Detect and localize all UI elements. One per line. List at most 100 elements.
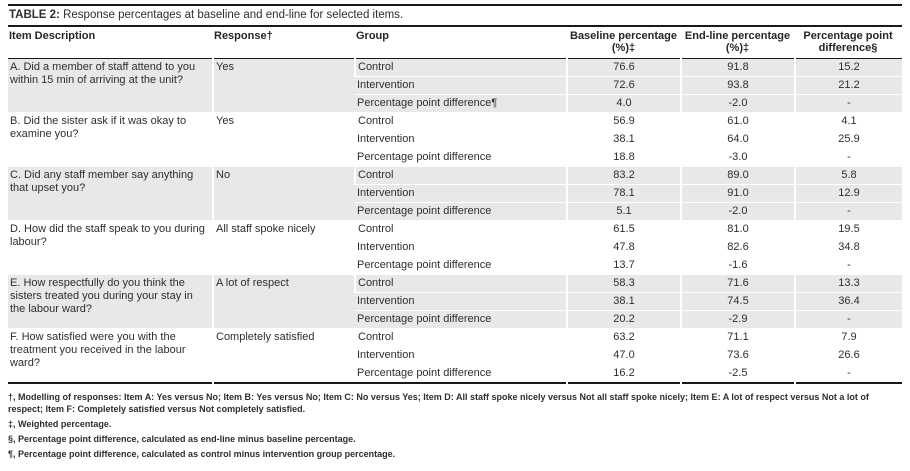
endline-cell: 91.8 xyxy=(680,58,795,77)
group-cell: Percentage point difference xyxy=(355,148,567,167)
table-row: Percentage point difference 18.8 -3.0 - xyxy=(8,148,902,167)
baseline-cell: 72.6 xyxy=(566,76,681,95)
table-row: Percentage point difference 20.2 -2.9 - xyxy=(8,310,902,329)
diff-cell: 7.9 xyxy=(794,328,902,347)
diff-cell: - xyxy=(794,94,902,113)
table-body: A. Did a member of staff attend to you w… xyxy=(8,58,902,384)
endline-cell: -2.0 xyxy=(680,94,795,113)
baseline-cell: 76.6 xyxy=(566,58,681,77)
item-description-cell: A. Did a member of staff attend to you w… xyxy=(8,58,213,113)
group-cell: Percentage point difference xyxy=(355,202,567,221)
column-header-baseline: Baseline percentage (%)‡ xyxy=(567,27,681,59)
column-header-endline: End-line percentage (%)‡ xyxy=(681,27,795,59)
endline-cell: 74.5 xyxy=(680,292,795,311)
diff-cell: - xyxy=(794,256,902,275)
column-header-difference: Percentage point difference§ xyxy=(795,27,902,59)
group-cell: Control xyxy=(354,112,567,131)
group-cell: Intervention xyxy=(355,346,567,365)
table-row: D. How did the staff speak to you during… xyxy=(8,220,902,275)
group-cell: Control xyxy=(354,58,567,77)
group-cell: Intervention xyxy=(355,130,567,149)
item-description-cell: C. Did any staff member say anything tha… xyxy=(8,166,213,221)
footnote-pilcrow: ¶, Percentage point difference, calculat… xyxy=(8,449,396,459)
group-cell: Control xyxy=(354,220,567,239)
group-cell: Control xyxy=(354,166,567,185)
response-cell: No xyxy=(212,166,355,221)
diff-cell: 34.8 xyxy=(794,238,902,257)
baseline-cell: 38.1 xyxy=(566,130,681,149)
endline-cell: 73.6 xyxy=(680,346,795,365)
baseline-cell: 83.2 xyxy=(566,166,681,185)
baseline-cell: 63.2 xyxy=(566,328,681,347)
table-row: Intervention 47.8 82.6 34.8 xyxy=(8,238,902,257)
diff-cell: 19.5 xyxy=(794,220,902,239)
table-row: F. How satisfied were you with the treat… xyxy=(8,328,902,384)
endline-cell: -3.0 xyxy=(680,148,795,167)
diff-cell: 5.8 xyxy=(794,166,902,185)
footnote-double-dagger: ‡, Weighted percentage. xyxy=(8,419,112,429)
column-header-item-description: Item Description xyxy=(8,27,213,59)
endline-cell: -1.6 xyxy=(680,256,795,275)
endline-cell: 81.0 xyxy=(680,220,795,239)
baseline-cell: 20.2 xyxy=(566,310,681,329)
diff-cell: 13.3 xyxy=(794,274,902,293)
table-row: Percentage point difference 16.2 -2.5 - xyxy=(8,364,902,384)
response-cell: Yes xyxy=(212,112,355,167)
endline-cell: 89.0 xyxy=(680,166,795,185)
baseline-cell: 5.1 xyxy=(566,202,681,221)
table-row: Intervention 38.1 74.5 36.4 xyxy=(8,292,902,311)
baseline-cell: 47.8 xyxy=(566,238,681,257)
diff-cell: - xyxy=(794,202,902,221)
table-row: E. How respectfully do you think the sis… xyxy=(8,274,902,329)
diff-cell: 26.6 xyxy=(794,346,902,365)
item-description-cell: D. How did the staff speak to you during… xyxy=(8,220,213,275)
table-row: Intervention 72.6 93.8 21.2 xyxy=(8,76,902,95)
group-cell: Control xyxy=(354,328,567,347)
diff-cell: - xyxy=(794,310,902,329)
group-cell: Control xyxy=(354,274,567,293)
footnote-section: §, Percentage point difference, calculat… xyxy=(8,434,356,444)
column-header-group: Group xyxy=(355,27,567,59)
response-cell: Yes xyxy=(212,58,355,113)
diff-cell: - xyxy=(794,148,902,167)
endline-cell: 91.0 xyxy=(680,184,795,203)
group-cell: Percentage point difference xyxy=(355,256,567,275)
response-cell: Completely satisfied xyxy=(212,328,355,384)
baseline-cell: 16.2 xyxy=(566,364,681,384)
diff-cell: 4.1 xyxy=(794,112,902,131)
group-cell: Percentage point difference xyxy=(355,364,567,384)
item-description-cell: E. How respectfully do you think the sis… xyxy=(8,274,213,329)
diff-cell: 21.2 xyxy=(794,76,902,95)
baseline-cell: 78.1 xyxy=(566,184,681,203)
table-row: Percentage point difference 13.7 -1.6 - xyxy=(8,256,902,275)
item-description-cell: F. How satisfied were you with the treat… xyxy=(8,328,213,384)
table-row: Percentage point difference¶ 4.0 -2.0 - xyxy=(8,94,902,113)
table-row: Percentage point difference 5.1 -2.0 - xyxy=(8,202,902,221)
footnote-dagger: †, Modelling of responses: Item A: Yes v… xyxy=(8,392,869,414)
endline-cell: 64.0 xyxy=(680,130,795,149)
endline-cell: 93.8 xyxy=(680,76,795,95)
baseline-cell: 4.0 xyxy=(566,94,681,113)
diff-cell: 36.4 xyxy=(794,292,902,311)
baseline-cell: 13.7 xyxy=(566,256,681,275)
baseline-cell: 38.1 xyxy=(566,292,681,311)
baseline-cell: 58.3 xyxy=(566,274,681,293)
group-cell: Intervention xyxy=(355,292,567,311)
table-row: C. Did any staff member say anything tha… xyxy=(8,166,902,221)
table-title: TABLE 2: Response percentages at baselin… xyxy=(8,4,902,27)
table-title-text: Response percentages at baseline and end… xyxy=(59,9,404,21)
table-row: Intervention 47.0 73.6 26.6 xyxy=(8,346,902,365)
group-cell: Intervention xyxy=(355,184,567,203)
column-header-response: Response† xyxy=(213,27,355,59)
table-row: B. Did the sister ask if it was okay to … xyxy=(8,112,902,167)
diff-cell: 25.9 xyxy=(794,130,902,149)
baseline-cell: 47.0 xyxy=(566,346,681,365)
table-row: A. Did a member of staff attend to you w… xyxy=(8,58,902,113)
response-cell: All staff spoke nicely xyxy=(212,220,355,275)
endline-cell: 71.1 xyxy=(680,328,795,347)
table-row: Intervention 38.1 64.0 25.9 xyxy=(8,130,902,149)
endline-cell: 82.6 xyxy=(680,238,795,257)
response-cell: A lot of respect xyxy=(212,274,355,329)
diff-cell: - xyxy=(794,364,902,384)
